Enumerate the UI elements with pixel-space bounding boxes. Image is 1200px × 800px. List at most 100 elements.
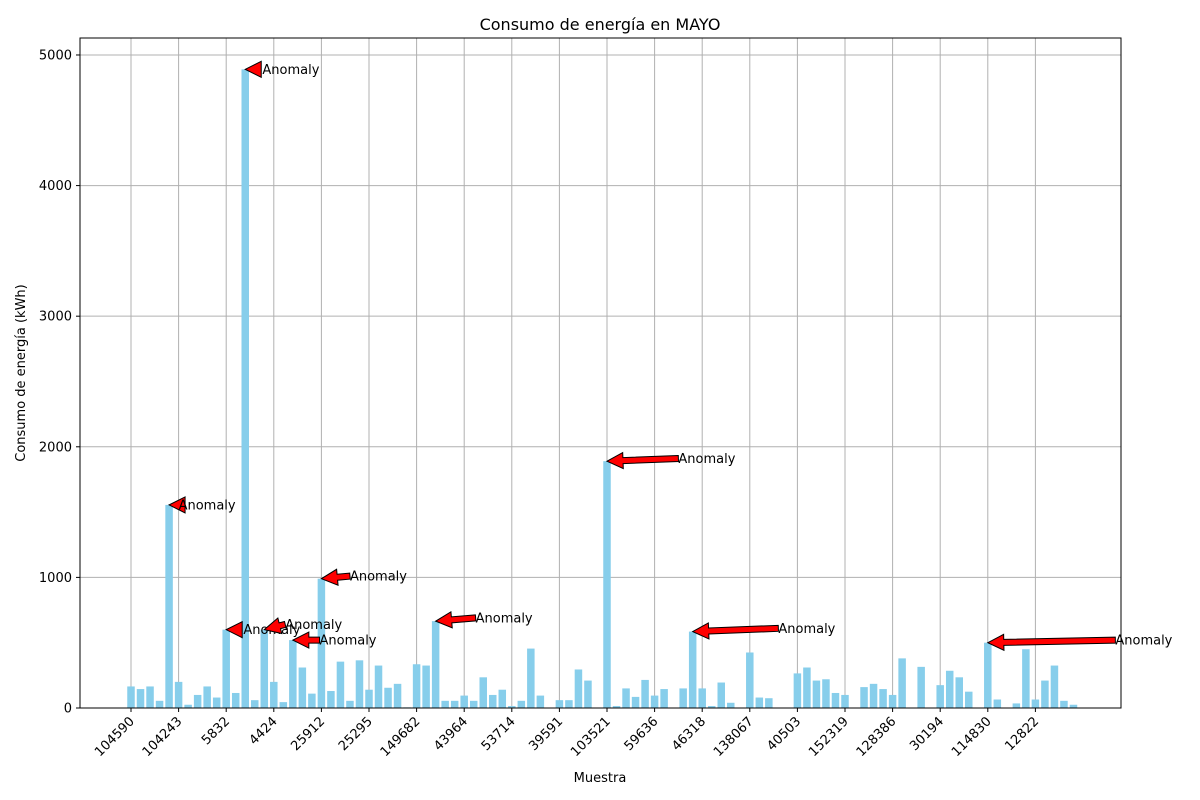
x-tick-label: 152319	[806, 714, 852, 760]
bar	[603, 461, 611, 708]
bar	[812, 680, 821, 708]
anomaly-label: Anomaly	[476, 611, 533, 626]
bar	[384, 687, 392, 708]
anomaly-arrow	[244, 60, 262, 79]
anomaly-arrow	[225, 620, 243, 639]
anomaly-arrow	[691, 622, 779, 640]
bar	[1012, 703, 1021, 708]
bar	[336, 661, 345, 708]
annotations: AnomalyAnomalyAnomalyAnomalyAnomalyAnoma…	[167, 60, 1173, 652]
bar	[746, 652, 754, 708]
x-tick-label: 53714	[479, 714, 519, 754]
bar	[508, 706, 516, 708]
x-axis-label: Muestra	[574, 771, 627, 786]
bar	[251, 700, 259, 708]
bars	[127, 69, 1078, 708]
anomaly-label: Anomaly	[285, 618, 342, 633]
bar	[765, 698, 773, 708]
bar	[450, 700, 459, 708]
x-tick-label: 30194	[907, 714, 947, 754]
bar	[155, 700, 164, 708]
x-tick-label: 5832	[199, 714, 233, 748]
bar	[241, 69, 249, 708]
y-tick-label: 2000	[39, 440, 72, 455]
bar	[517, 700, 526, 708]
bar	[317, 578, 326, 708]
bar	[527, 648, 535, 708]
bar	[555, 700, 564, 708]
y-axis: 0 1000 2000 3000 4000 5000	[39, 48, 80, 717]
anomaly-arrow	[167, 496, 186, 514]
bar	[612, 706, 621, 708]
bar	[1041, 680, 1049, 708]
bar	[174, 681, 183, 708]
x-tick-label: 128386	[854, 714, 900, 760]
bar	[717, 682, 725, 708]
bar	[193, 694, 202, 708]
bar	[755, 697, 764, 708]
bar	[431, 621, 440, 708]
chart-title: Consumo de energía en MAYO	[480, 15, 721, 34]
bar	[793, 673, 802, 708]
y-tick-label: 0	[64, 702, 72, 717]
bar	[441, 700, 449, 708]
bar	[707, 706, 716, 708]
x-tick-label: 25295	[336, 714, 376, 754]
bar	[879, 689, 887, 708]
bar	[536, 695, 545, 708]
bar	[289, 640, 297, 708]
bar	[584, 680, 592, 708]
bar	[688, 631, 697, 708]
y-axis-label: Consumo de energía (kWh)	[14, 284, 29, 462]
bar	[393, 683, 402, 708]
bar	[841, 694, 849, 708]
bar	[1060, 700, 1068, 708]
bar	[1069, 704, 1078, 708]
bar	[574, 669, 583, 708]
bar	[622, 688, 630, 708]
x-tick-label: 46318	[669, 714, 709, 754]
bar	[993, 699, 1002, 708]
bar	[869, 683, 878, 708]
x-tick-label: 43964	[431, 714, 471, 754]
y-tick-label: 3000	[39, 310, 72, 325]
y-tick-label: 1000	[39, 571, 72, 586]
anomaly-arrow	[986, 633, 1116, 652]
bar	[1022, 649, 1030, 708]
bar	[822, 679, 830, 708]
bar	[727, 702, 735, 708]
x-tick-label: 104590	[92, 714, 138, 760]
bar	[489, 694, 497, 708]
bar	[460, 695, 468, 708]
bar	[279, 702, 288, 708]
x-tick-label: 12822	[1002, 714, 1042, 754]
bar	[355, 660, 364, 708]
anomaly-arrow	[605, 451, 680, 470]
bar	[231, 692, 240, 708]
anomaly-label: Anomaly	[319, 634, 376, 649]
anomaly-arrow	[320, 568, 351, 586]
bar	[898, 658, 906, 708]
bar	[469, 700, 478, 708]
anomaly-arrow	[434, 611, 477, 629]
bar	[984, 642, 992, 708]
bar	[831, 692, 840, 708]
anomaly-label: Anomaly	[1115, 634, 1172, 649]
bar	[298, 667, 307, 708]
bar	[631, 696, 640, 708]
x-tick-label: 39591	[526, 714, 566, 754]
bar	[803, 667, 811, 708]
anomaly-arrow	[291, 631, 320, 649]
bar	[945, 670, 954, 708]
bar	[146, 686, 154, 708]
bar	[888, 694, 897, 708]
bar	[965, 691, 973, 708]
x-tick-label: 103521	[568, 714, 614, 760]
y-tick-label: 4000	[39, 179, 72, 194]
bar	[936, 685, 944, 708]
y-tick-label: 5000	[39, 48, 72, 63]
bar	[641, 679, 649, 708]
bar	[327, 691, 335, 708]
anomaly-label: Anomaly	[179, 498, 236, 513]
